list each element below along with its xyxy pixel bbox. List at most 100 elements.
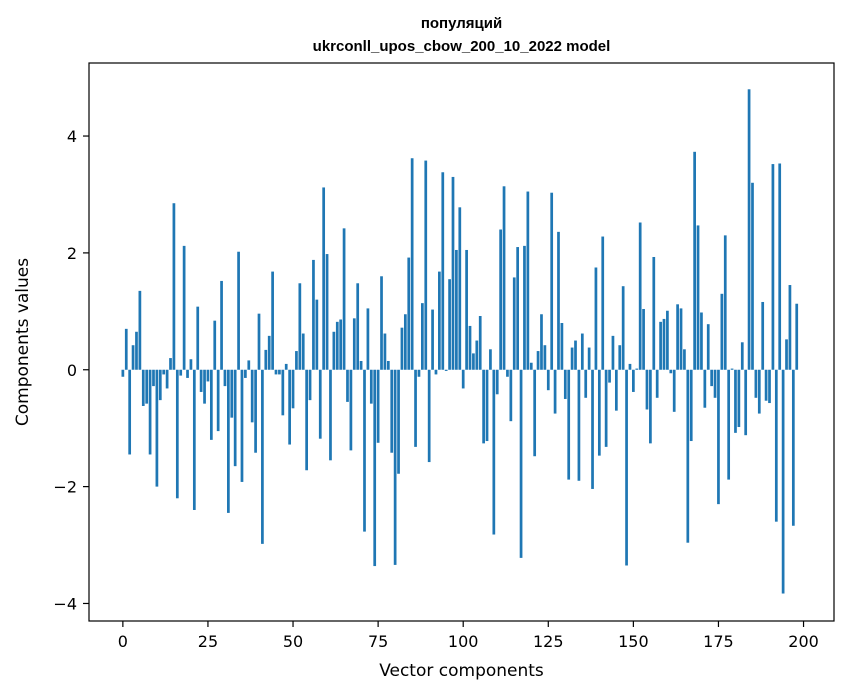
bar — [723, 235, 727, 370]
bar — [526, 191, 530, 370]
bar — [281, 369, 285, 416]
bar — [533, 369, 537, 457]
x-tick-label: 200 — [788, 632, 819, 651]
bar — [431, 309, 434, 370]
bar — [199, 369, 203, 392]
bar — [332, 331, 336, 370]
bar — [397, 369, 400, 474]
bar — [414, 369, 417, 447]
bar — [727, 369, 731, 480]
bar — [250, 369, 254, 423]
bar — [192, 369, 196, 510]
bar — [734, 369, 737, 433]
bar — [220, 280, 223, 370]
bar — [563, 369, 567, 399]
bar — [774, 369, 778, 522]
bar-series — [121, 89, 799, 594]
bar — [676, 304, 679, 370]
bar — [325, 254, 329, 370]
x-axis-ticks: 0 25 50 75 100 125 150 175 200 — [118, 621, 819, 651]
bar — [145, 369, 149, 404]
bar — [679, 308, 683, 370]
bar — [189, 359, 193, 370]
bar — [700, 312, 703, 370]
bar — [403, 314, 407, 370]
bar — [768, 369, 771, 404]
bar — [390, 369, 394, 453]
bar — [410, 158, 414, 370]
bar — [335, 321, 339, 370]
bar — [209, 369, 213, 440]
bar — [169, 358, 172, 370]
bar — [638, 222, 642, 370]
bar — [557, 231, 560, 370]
bar — [312, 259, 315, 370]
bar — [672, 369, 676, 412]
bar — [621, 286, 625, 370]
bar — [369, 369, 373, 404]
bar — [465, 249, 468, 370]
bar — [506, 369, 509, 377]
bar — [475, 340, 479, 370]
bar — [444, 369, 448, 371]
x-tick-label: 150 — [618, 632, 649, 651]
bar — [509, 369, 513, 422]
bar — [461, 369, 465, 389]
bar — [645, 369, 649, 410]
bar — [546, 369, 550, 391]
bar — [635, 368, 639, 370]
bar — [485, 369, 489, 442]
bar — [216, 369, 220, 432]
bar — [468, 325, 472, 370]
bar — [662, 318, 666, 370]
bar — [686, 369, 690, 543]
bar — [230, 369, 234, 418]
bar — [570, 347, 574, 370]
y-axis-ticks: −4 −2 0 2 4 — [53, 127, 89, 613]
bar — [519, 369, 523, 558]
bar — [747, 89, 751, 370]
bar — [346, 369, 349, 402]
bar — [267, 335, 271, 370]
x-tick-label: 50 — [283, 632, 303, 651]
bar — [158, 369, 162, 401]
bar — [601, 236, 605, 370]
bar — [587, 347, 591, 370]
bar — [386, 360, 390, 370]
bar — [298, 283, 302, 370]
bar — [376, 369, 380, 443]
bar — [764, 369, 768, 401]
bar — [305, 369, 308, 471]
bar — [550, 192, 554, 370]
bar — [288, 369, 291, 445]
bar — [489, 349, 492, 370]
bar — [689, 369, 693, 442]
bar — [713, 369, 717, 398]
bar — [649, 369, 652, 444]
chart-title-line1: популяций — [421, 15, 502, 32]
bar — [124, 328, 128, 370]
bar — [604, 369, 608, 447]
bar — [175, 369, 179, 499]
bar — [567, 369, 571, 480]
bar — [574, 340, 577, 370]
bar — [785, 339, 788, 370]
bar — [165, 369, 169, 389]
bar — [349, 369, 353, 451]
x-axis-label: Vector components — [379, 661, 544, 681]
bar — [754, 369, 758, 398]
bar — [366, 308, 370, 370]
bar — [795, 303, 799, 370]
bar — [339, 319, 343, 370]
bar — [308, 369, 312, 401]
bar — [227, 369, 230, 513]
x-tick-label: 100 — [448, 632, 479, 651]
bar — [393, 369, 397, 565]
bar — [683, 349, 686, 370]
bar — [512, 277, 516, 370]
bar — [264, 349, 268, 370]
bar — [788, 285, 792, 370]
bar — [141, 369, 145, 406]
bar — [737, 369, 741, 428]
